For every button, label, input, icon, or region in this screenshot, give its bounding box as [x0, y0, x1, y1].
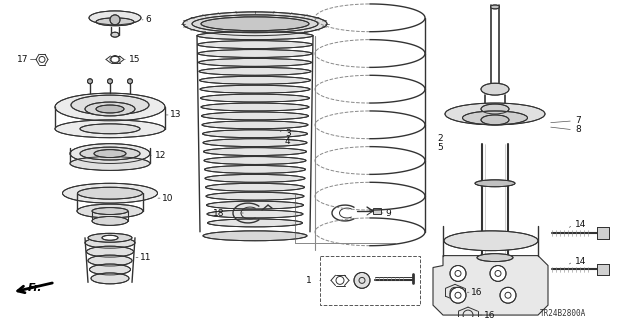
Ellipse shape — [80, 147, 140, 160]
Ellipse shape — [77, 204, 143, 218]
Bar — [373, 208, 381, 214]
Ellipse shape — [88, 79, 93, 84]
Ellipse shape — [91, 273, 129, 284]
Ellipse shape — [206, 192, 304, 200]
Ellipse shape — [205, 174, 305, 182]
Ellipse shape — [202, 121, 308, 129]
Text: 16: 16 — [471, 288, 483, 297]
Circle shape — [450, 287, 466, 303]
Ellipse shape — [89, 11, 141, 25]
Text: 3: 3 — [285, 129, 291, 138]
Ellipse shape — [481, 115, 509, 125]
Ellipse shape — [92, 208, 128, 214]
Ellipse shape — [88, 233, 132, 242]
Text: 12: 12 — [155, 151, 166, 160]
Ellipse shape — [475, 180, 515, 187]
Ellipse shape — [88, 255, 132, 266]
Ellipse shape — [70, 156, 150, 171]
Bar — [597, 227, 609, 239]
Ellipse shape — [92, 216, 128, 225]
Ellipse shape — [200, 94, 310, 102]
Ellipse shape — [198, 50, 312, 58]
Ellipse shape — [207, 201, 303, 209]
Ellipse shape — [203, 231, 307, 241]
Bar — [597, 227, 609, 239]
Text: 1: 1 — [306, 276, 312, 285]
Text: 9: 9 — [385, 209, 391, 218]
Ellipse shape — [463, 111, 527, 125]
Ellipse shape — [85, 102, 135, 116]
Text: 6: 6 — [145, 15, 151, 24]
Ellipse shape — [199, 68, 311, 75]
Text: 10: 10 — [162, 194, 173, 203]
Ellipse shape — [71, 95, 149, 115]
Ellipse shape — [481, 104, 509, 114]
Ellipse shape — [200, 76, 310, 84]
Text: 13: 13 — [170, 110, 182, 119]
Ellipse shape — [490, 5, 499, 9]
Circle shape — [354, 272, 370, 288]
Ellipse shape — [85, 237, 135, 248]
Ellipse shape — [70, 144, 150, 164]
Ellipse shape — [55, 93, 165, 121]
Ellipse shape — [444, 231, 538, 251]
Text: 17: 17 — [17, 55, 29, 64]
Ellipse shape — [204, 148, 307, 156]
Ellipse shape — [96, 105, 124, 113]
Ellipse shape — [96, 18, 134, 26]
Ellipse shape — [207, 219, 303, 227]
Bar — [597, 264, 609, 276]
Ellipse shape — [201, 103, 309, 111]
Ellipse shape — [205, 183, 305, 191]
Text: 16: 16 — [484, 310, 495, 320]
Bar — [320, 256, 420, 305]
Ellipse shape — [192, 15, 318, 33]
Text: Fr.: Fr. — [28, 283, 42, 293]
Circle shape — [450, 266, 466, 281]
Ellipse shape — [202, 130, 307, 138]
Ellipse shape — [183, 12, 327, 36]
Ellipse shape — [198, 59, 312, 66]
Circle shape — [500, 287, 516, 303]
Ellipse shape — [108, 79, 113, 84]
Text: 8: 8 — [575, 125, 580, 134]
Text: 14: 14 — [575, 257, 586, 266]
Text: 18: 18 — [213, 209, 225, 218]
Bar — [597, 264, 609, 276]
Text: 15: 15 — [129, 55, 141, 64]
Ellipse shape — [86, 246, 134, 257]
Ellipse shape — [201, 17, 309, 31]
Text: 11: 11 — [140, 253, 152, 262]
Ellipse shape — [77, 187, 143, 199]
Ellipse shape — [197, 32, 313, 40]
Ellipse shape — [207, 210, 303, 218]
Ellipse shape — [202, 112, 308, 120]
Ellipse shape — [205, 165, 305, 173]
Ellipse shape — [94, 150, 126, 157]
Ellipse shape — [102, 235, 118, 240]
Ellipse shape — [445, 103, 545, 125]
Ellipse shape — [203, 139, 307, 147]
Circle shape — [490, 266, 506, 281]
Text: 5: 5 — [437, 143, 443, 152]
Ellipse shape — [80, 124, 140, 134]
Ellipse shape — [198, 41, 312, 49]
Circle shape — [110, 15, 120, 25]
Ellipse shape — [127, 79, 132, 84]
Ellipse shape — [63, 183, 157, 203]
Polygon shape — [433, 256, 548, 315]
Text: 7: 7 — [575, 116, 580, 125]
Text: 4: 4 — [285, 137, 291, 146]
Text: 14: 14 — [575, 220, 586, 229]
Text: TR24B2800A: TR24B2800A — [540, 308, 586, 317]
Ellipse shape — [90, 264, 131, 275]
Ellipse shape — [204, 156, 306, 164]
Ellipse shape — [111, 32, 119, 37]
Text: 2: 2 — [437, 134, 443, 143]
Ellipse shape — [481, 83, 509, 95]
Ellipse shape — [200, 85, 310, 93]
Ellipse shape — [477, 254, 513, 261]
Ellipse shape — [55, 120, 165, 138]
